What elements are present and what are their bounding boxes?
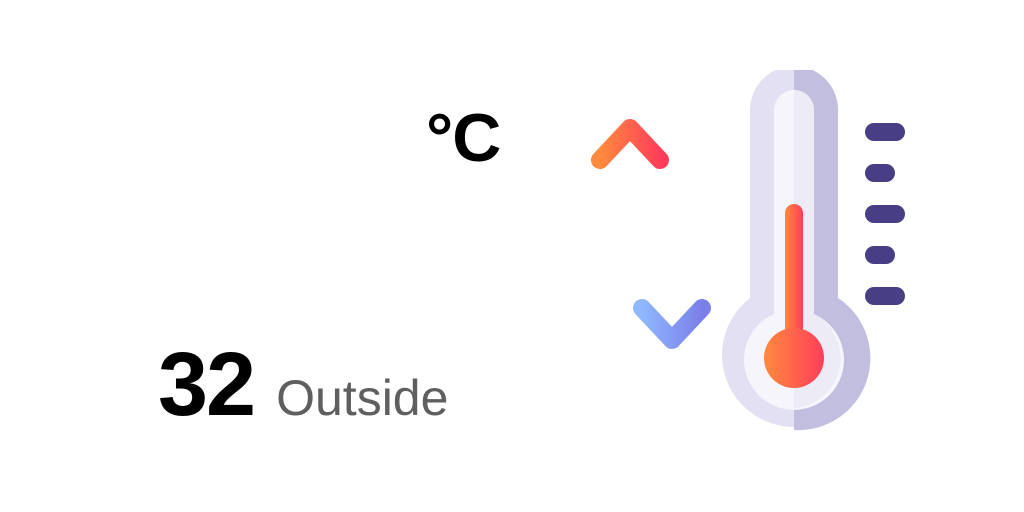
scale-marks — [865, 123, 905, 305]
arrow-up-icon — [591, 119, 669, 269]
thermometer-illustration-svg — [591, 70, 905, 431]
temperature-location-label: Outside — [276, 370, 449, 426]
temperature-reading: 32 Outside — [158, 340, 448, 430]
mercury-bulb — [764, 328, 824, 388]
thermometer-icon — [722, 70, 871, 431]
thermometer-illustration — [580, 70, 920, 440]
temperature-value: 32 — [158, 335, 256, 435]
arrow-down-icon — [633, 203, 711, 349]
mercury-column — [785, 204, 803, 354]
temperature-unit: °C — [426, 100, 501, 176]
